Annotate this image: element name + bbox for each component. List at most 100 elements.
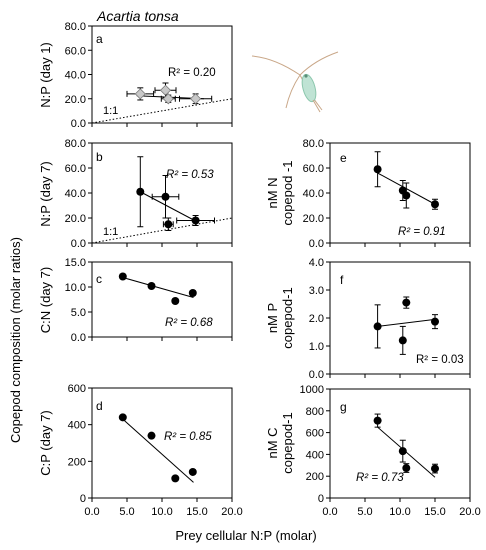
one-to-one-label: 1:1	[103, 226, 118, 238]
data-point	[147, 282, 156, 290]
data-point	[164, 220, 173, 229]
y-axis-label: N:P (day 1)	[38, 42, 53, 108]
r-squared-label: R² = 0.85	[164, 431, 212, 443]
y-tick-label: 2.0	[309, 313, 324, 325]
x-tick-label: 10.0	[389, 506, 410, 518]
shared-x-axis-label: Prey cellular N:P (molar)	[175, 528, 316, 543]
panel-e: 0.0 20.0 40.0 60.0 80.0 e R² = 0.91 nM Ncopepod…	[265, 138, 471, 250]
data-point	[147, 431, 156, 440]
data-point	[398, 447, 407, 456]
r-squared-label: R² = 0.53	[166, 169, 214, 181]
regression-line	[122, 277, 194, 298]
data-point	[402, 298, 411, 307]
y-tick-label: 60.0	[303, 163, 324, 175]
y-tick-label: 40.0	[65, 188, 86, 200]
data-point	[118, 272, 127, 281]
panel-c: 0.0 5.0 10.0 15.0 c R² = 0.68 C:N (day 7)	[38, 257, 233, 344]
y-tick-label: 200	[68, 456, 86, 468]
data-point	[190, 93, 202, 105]
data-point	[161, 192, 170, 201]
data-point	[373, 416, 382, 425]
panel-label: c	[96, 272, 102, 286]
panel-label: b	[96, 150, 103, 164]
y-tick-label: 3.0	[309, 285, 324, 297]
y-tick-label: 400	[68, 420, 86, 432]
y-tick-label: 20.0	[65, 94, 86, 106]
data-point	[188, 467, 197, 476]
x-tick-label: 20.0	[221, 506, 242, 518]
y-tick-label: 600	[306, 428, 324, 440]
regression-line	[140, 191, 198, 223]
data-point	[171, 297, 180, 305]
r-squared-label: R² = 0.68	[165, 317, 213, 329]
y-axis-label: C:N (day 7)	[38, 267, 53, 333]
y-tick-label: 60.0	[65, 45, 86, 57]
data-point	[159, 84, 172, 96]
y-tick-label: 20.0	[65, 213, 86, 225]
data-point	[402, 464, 411, 473]
y-tick-label: 40.0	[303, 188, 324, 200]
r-squared-label: R² = 0.03	[416, 354, 464, 366]
y-tick-label: 4.0	[309, 257, 324, 269]
y-tick-label: 80.0	[65, 138, 86, 150]
y-axis-label: C:P (day 7)	[38, 410, 53, 476]
panel-label: a	[96, 32, 103, 46]
y-tick-label: 80.0	[65, 21, 86, 33]
data-point	[188, 289, 197, 297]
data-point	[162, 93, 174, 105]
one-to-one-label: 1:1	[103, 105, 118, 117]
y-tick-label: 0.0	[71, 118, 86, 130]
data-point	[431, 317, 439, 326]
panel-a: 0.0 20.0 40.0 60.0 80.0 1:1 a R² = 0.20 N:P (day…	[38, 21, 233, 130]
data-point	[398, 336, 407, 345]
y-axis-label: N:P (day 7)	[38, 161, 53, 227]
panel-d: 0 200 400 600 0.0 5.0 10.0 15.0 20.0 d R² = 0.85 C:…	[38, 383, 243, 518]
y-tick-label: 20.0	[303, 213, 324, 225]
x-tick-label: 5.0	[119, 506, 134, 518]
x-tick-label: 20.0	[459, 506, 480, 518]
one-to-one-line	[91, 217, 233, 244]
y-tick-label: 0.0	[309, 238, 324, 250]
data-point	[118, 413, 127, 422]
r-squared-label: R² = 0.20	[168, 67, 216, 79]
x-tick-label: 10.0	[151, 506, 172, 518]
y-tick-label: 15.0	[65, 257, 86, 269]
panel-b: 0.0 20.0 40.0 60.0 80.0 1:1 b R² = 0.53 N:P (day…	[38, 138, 233, 250]
r-squared-label: R² = 0.91	[398, 226, 446, 238]
r-squared-label: R² = 0.73	[356, 472, 404, 484]
y-tick-label: 0	[80, 493, 86, 505]
y-tick-label: 200	[306, 471, 324, 483]
x-tick-label: 15.0	[186, 506, 207, 518]
y-tick-label: 80.0	[303, 138, 324, 150]
regression-line	[377, 318, 436, 327]
y-tick-label: 40.0	[65, 70, 86, 82]
y-tick-label: 800	[306, 406, 324, 418]
data-point	[134, 88, 146, 100]
data-point	[431, 464, 439, 473]
y-axis-label: nM Ncopepod -1	[265, 160, 295, 225]
y-tick-label: 0	[318, 493, 324, 505]
y-axis-label: nM Pcopepod-1	[265, 287, 295, 348]
data-point	[191, 216, 200, 225]
plot-frame	[91, 387, 233, 499]
y-tick-label: 600	[68, 383, 86, 395]
data-point	[171, 474, 180, 483]
x-tick-label: 0.0	[322, 506, 337, 518]
data-point	[402, 191, 411, 200]
y-axis-label: nM Ccopepod-1	[265, 412, 295, 473]
x-tick-label: 15.0	[424, 506, 445, 518]
panel-label: e	[340, 151, 347, 165]
y-tick-label: 0.0	[71, 238, 86, 250]
panel-f: 0.0 1.0 2.0 3.0 4.0 f R² = 0.03 nM Pcopepod-1	[265, 257, 471, 381]
panel-label: f	[340, 273, 344, 287]
shared-y-axis-label: Copepod composition (molar ratios)	[8, 237, 23, 443]
y-tick-label: 10.0	[65, 282, 86, 294]
data-point	[136, 187, 145, 196]
data-point	[373, 165, 382, 174]
data-point	[373, 322, 382, 331]
copepod-illustration	[251, 51, 339, 113]
data-point	[431, 200, 439, 209]
y-tick-label: 60.0	[65, 163, 86, 175]
x-tick-label: 5.0	[357, 506, 372, 518]
figure-title: Acartia tonsa	[96, 8, 179, 24]
